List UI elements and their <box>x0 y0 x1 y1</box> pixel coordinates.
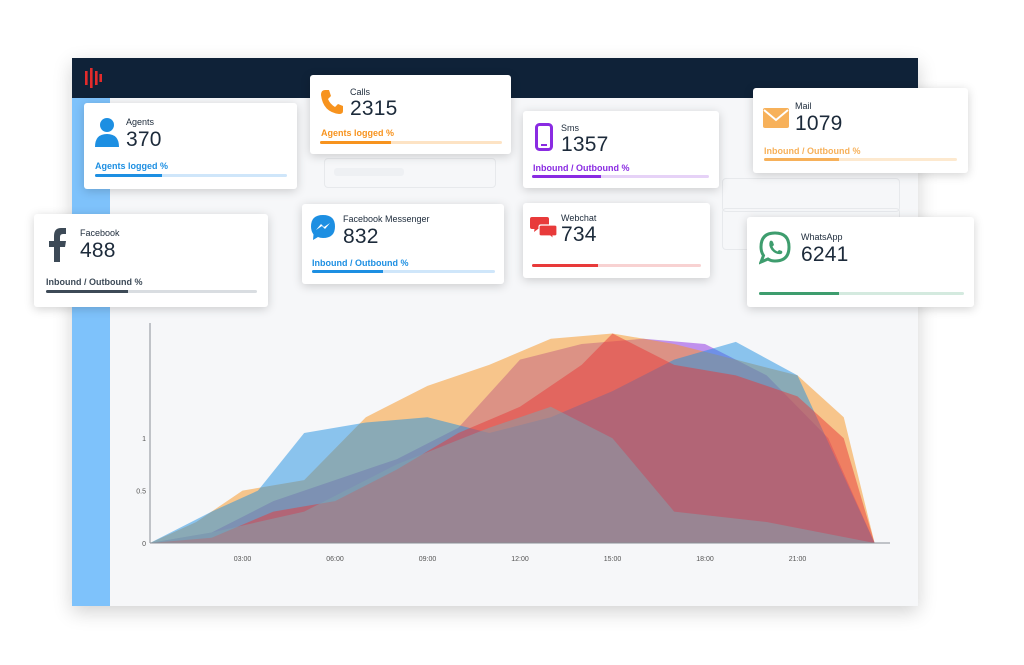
calls-progress-fill <box>320 141 391 144</box>
background-widget <box>324 158 496 188</box>
x-tick-label: 12:00 <box>511 556 529 563</box>
agents-card[interactable]: Agents 370 Agents logged % <box>84 103 297 189</box>
phone-icon <box>321 90 343 114</box>
messenger-subtitle: Inbound / Outbound % <box>312 258 409 268</box>
facebook-progress-fill <box>46 290 129 293</box>
messenger-label: Facebook Messenger <box>343 214 430 224</box>
calls-subtitle: Agents logged % <box>321 128 395 138</box>
mail-progress-fill <box>764 158 840 161</box>
messenger-progress-fill <box>312 270 384 273</box>
mobile-icon <box>535 123 553 151</box>
whatsapp-label: WhatsApp <box>801 232 843 242</box>
webchat-label: Webchat <box>561 213 597 223</box>
messenger-value: 832 <box>343 225 379 248</box>
whatsapp-value: 6241 <box>801 243 849 266</box>
background-widget <box>722 178 900 212</box>
mail-value: 1079 <box>795 112 843 135</box>
sms-label: Sms <box>561 123 579 133</box>
agents-progress-fill <box>95 174 163 177</box>
envelope-icon <box>763 108 789 128</box>
x-tick-label: 15:00 <box>604 556 622 563</box>
facebook-label: Facebook <box>80 228 120 238</box>
mail-progress-track <box>764 158 957 161</box>
calls-card[interactable]: Calls 2315 Agents logged % <box>310 75 511 154</box>
facebook-card[interactable]: Facebook 488 Inbound / Outbound % <box>34 214 268 307</box>
whatsapp-icon <box>759 231 791 265</box>
facebook-subtitle: Inbound / Outbound % <box>46 277 143 287</box>
agents-progress-track <box>95 174 287 177</box>
facebook-progress-track <box>46 290 257 293</box>
sms-progress-fill <box>532 175 602 178</box>
background-bar <box>334 168 404 176</box>
x-tick-label: 18:00 <box>696 556 714 563</box>
whatsapp-progress-fill <box>759 292 839 295</box>
mail-card[interactable]: Mail 1079 Inbound / Outbound % <box>753 88 968 173</box>
sms-value: 1357 <box>561 133 609 156</box>
webchat-progress-track <box>532 264 701 267</box>
x-tick-label: 03:00 <box>234 556 252 563</box>
messenger-progress-track <box>312 270 495 273</box>
user-icon <box>95 118 119 147</box>
whatsapp-progress-track <box>759 292 964 295</box>
sms-progress-track <box>532 175 709 178</box>
x-tick-label: 09:00 <box>419 556 437 563</box>
calls-label: Calls <box>350 87 371 97</box>
facebook-value: 488 <box>80 239 116 262</box>
webchat-card[interactable]: Webchat 734 <box>523 203 710 278</box>
area-series-4 <box>150 406 875 543</box>
chat-bubbles-icon <box>530 217 558 240</box>
x-tick-label: 21:00 <box>789 556 807 563</box>
y-tick-label: 1 <box>142 436 146 443</box>
agents-value: 370 <box>126 128 162 151</box>
calls-progress-track <box>320 141 502 144</box>
y-tick-label: 0.5 <box>136 489 146 496</box>
agents-label: Agents <box>126 117 155 127</box>
messenger-card[interactable]: Facebook Messenger 832 Inbound / Outboun… <box>302 204 504 284</box>
facebook-icon <box>49 228 66 262</box>
mail-subtitle: Inbound / Outbound % <box>764 146 861 156</box>
agents-subtitle: Agents logged % <box>95 161 169 171</box>
calls-value: 2315 <box>350 97 398 120</box>
sms-subtitle: Inbound / Outbound % <box>533 163 630 173</box>
messenger-icon <box>311 215 335 240</box>
sms-card[interactable]: Sms 1357 Inbound / Outbound % <box>523 111 719 188</box>
webchat-progress-fill <box>532 264 598 267</box>
mail-label: Mail <box>795 101 812 111</box>
brand-logo-icon <box>85 68 102 88</box>
y-tick-label: 0 <box>142 541 146 548</box>
channel-activity-area-chart: 03:00 06:00 09:00 12:00 15:00 18:00 21:00 0 0.5 1 <box>136 323 890 563</box>
whatsapp-card[interactable]: WhatsApp 6241 <box>747 217 974 307</box>
x-tick-label: 06:00 <box>326 556 344 563</box>
webchat-value: 734 <box>561 223 597 246</box>
